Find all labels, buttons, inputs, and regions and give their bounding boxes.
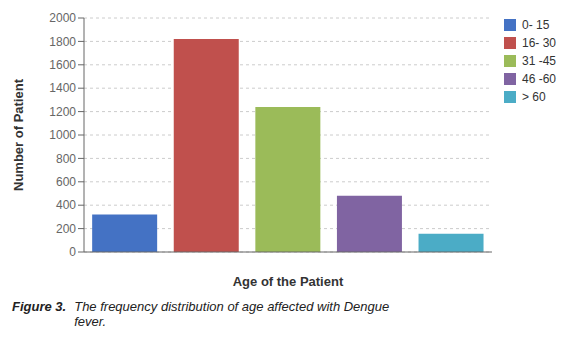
svg-text:1000: 1000	[49, 128, 76, 142]
html-text:The frequency distribution of: The frequency distribution of age affect…	[74, 299, 390, 329]
svg-text:Age of the Patient: Age of the Patient	[233, 274, 344, 289]
svg-text:200: 200	[56, 222, 76, 236]
svg-text:1600: 1600	[49, 58, 76, 72]
svg-text:600: 600	[56, 175, 76, 189]
html-text:16- 30: 16- 30	[522, 36, 556, 50]
svg-text:1400: 1400	[49, 81, 76, 95]
svg-text:1800: 1800	[49, 35, 76, 49]
html-text:46 -60: 46 -60	[522, 72, 556, 86]
svg-text:400: 400	[56, 198, 76, 212]
svg-text:0: 0	[69, 245, 76, 259]
html-text:Figure 3.: Figure 3.	[12, 299, 67, 314]
html-text:> 60: > 60	[522, 90, 546, 104]
svg-text:Number of Patient: Number of Patient	[11, 78, 26, 191]
svg-text:800: 800	[56, 152, 76, 166]
svg-text:2000: 2000	[49, 11, 76, 25]
svg-text:1200: 1200	[49, 105, 76, 119]
html-text:0- 15: 0- 15	[522, 18, 550, 32]
html-text:31 -45: 31 -45	[522, 54, 556, 68]
